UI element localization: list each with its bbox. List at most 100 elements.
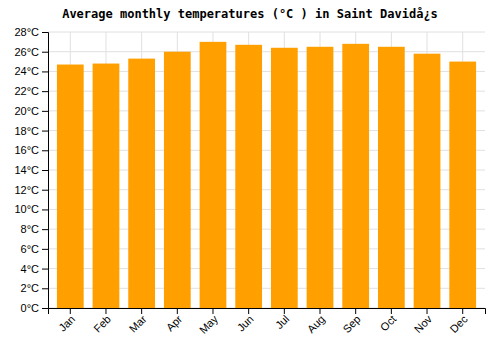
bar bbox=[93, 64, 120, 308]
y-tick-mark bbox=[42, 150, 48, 151]
bar bbox=[449, 62, 476, 308]
x-tick-label: Jan bbox=[56, 313, 77, 334]
x-tick: May bbox=[197, 308, 221, 336]
y-tick-mark bbox=[42, 52, 48, 53]
y-tick-mark bbox=[42, 308, 48, 309]
y-axis-line bbox=[42, 33, 49, 309]
bar bbox=[342, 44, 369, 308]
y-tick-mark bbox=[42, 249, 48, 250]
x-tick-mark bbox=[320, 308, 321, 314]
x-tick-label: Jul bbox=[273, 313, 291, 331]
x-tick: Nov bbox=[412, 308, 435, 335]
x-tick-label: Sep bbox=[340, 313, 362, 335]
x-tick: Feb bbox=[91, 308, 113, 335]
chart: Jan Feb Mar Apr May Jun Jul Aug Sep Oct Nov Dec 0°C 2… bbox=[0, 0, 500, 350]
y-tick-mark bbox=[42, 131, 48, 132]
x-tick-label: Feb bbox=[91, 313, 113, 335]
x-tick-mark bbox=[462, 308, 463, 314]
x-tick-mark bbox=[248, 308, 249, 314]
x-tick-label: Mar bbox=[127, 313, 149, 335]
y-tick-label: 28°C bbox=[14, 26, 39, 38]
bar bbox=[200, 42, 227, 308]
x-tick: Jun bbox=[235, 308, 256, 334]
bar bbox=[128, 59, 155, 308]
y-tick-mark bbox=[42, 229, 48, 230]
y-tick: 6°C bbox=[21, 243, 48, 255]
x-tick-mark bbox=[212, 308, 213, 314]
y-tick-mark bbox=[42, 190, 48, 191]
y-tick-mark bbox=[42, 32, 48, 33]
x-tick-label: Nov bbox=[412, 312, 435, 335]
y-tick-label: 12°C bbox=[14, 184, 39, 196]
y-tick-label: 20°C bbox=[14, 105, 39, 117]
x-tick: Oct bbox=[378, 308, 399, 333]
x-tick-mark bbox=[391, 308, 392, 314]
x-axis-line bbox=[49, 309, 486, 315]
y-tick: 8°C bbox=[21, 223, 48, 235]
y-tick-mark bbox=[42, 288, 48, 289]
bar bbox=[235, 45, 262, 308]
y-tick: 26°C bbox=[14, 46, 48, 58]
x-tick-label: Jun bbox=[235, 313, 256, 334]
bar bbox=[414, 54, 441, 308]
bar bbox=[378, 47, 405, 308]
x-tick-mark bbox=[177, 308, 178, 314]
y-tick-mark bbox=[42, 209, 48, 210]
y-tick: 28°C bbox=[14, 26, 48, 38]
y-tick-label: 22°C bbox=[14, 85, 39, 97]
bar bbox=[271, 48, 298, 308]
x-tick-label: Apr bbox=[164, 313, 185, 334]
bar bbox=[57, 65, 84, 308]
y-tick-label: 6°C bbox=[21, 243, 40, 255]
grid bbox=[48, 32, 485, 308]
x-tick: Aug bbox=[305, 308, 327, 335]
plot: Jan Feb Mar Apr May Jun Jul Aug Sep Oct Nov Dec 0°C 2… bbox=[14, 26, 485, 336]
y-tick-mark bbox=[42, 269, 48, 270]
x-tick-mark bbox=[70, 308, 71, 314]
x-tick-label: Aug bbox=[305, 313, 327, 335]
y-tick-label: 26°C bbox=[14, 46, 39, 58]
y-tick-mark bbox=[42, 170, 48, 171]
x-tick: Jan bbox=[56, 308, 77, 334]
bar bbox=[164, 52, 191, 308]
y-tick: 2°C bbox=[21, 282, 48, 294]
title: Average monthly temperatures (°C ) in Sa… bbox=[62, 7, 438, 21]
y-grid-line bbox=[48, 51, 485, 52]
y-tick: 10°C bbox=[14, 203, 48, 215]
x-tick-label: Oct bbox=[378, 313, 399, 334]
y-tick: 24°C bbox=[14, 65, 48, 77]
x-tick-label: May bbox=[197, 312, 221, 336]
bars bbox=[57, 42, 476, 308]
y-tick: 20°C bbox=[14, 105, 48, 117]
y-tick-label: 8°C bbox=[21, 223, 40, 235]
y-axis: 0°C 2°C 4°C 6°C 8°C 10°C 12°C 14°C 16°C 18°C 20°C 2… bbox=[14, 26, 48, 314]
y-tick-label: 10°C bbox=[14, 203, 39, 215]
y-tick: 0°C bbox=[21, 302, 48, 314]
x-tick: Apr bbox=[164, 308, 185, 333]
y-tick-label: 18°C bbox=[14, 125, 39, 137]
y-tick-mark bbox=[42, 71, 48, 72]
x-tick: Dec bbox=[447, 308, 470, 335]
x-tick: Sep bbox=[340, 308, 362, 335]
x-tick-mark bbox=[355, 308, 356, 314]
x-tick: Mar bbox=[127, 308, 149, 335]
x-tick-label: Dec bbox=[447, 312, 470, 335]
y-tick-label: 14°C bbox=[14, 164, 39, 176]
y-tick-label: 0°C bbox=[21, 302, 40, 314]
bar bbox=[307, 47, 334, 308]
y-tick: 14°C bbox=[14, 164, 48, 176]
y-tick: 12°C bbox=[14, 184, 48, 196]
x-tick-mark bbox=[284, 308, 285, 314]
y-tick-mark bbox=[42, 91, 48, 92]
x-axis: Jan Feb Mar Apr May Jun Jul Aug Sep Oct Nov Dec bbox=[49, 308, 486, 336]
x-tick: Jul bbox=[273, 308, 291, 331]
y-tick-label: 24°C bbox=[14, 65, 39, 77]
y-tick-label: 4°C bbox=[21, 263, 40, 275]
y-grid-line bbox=[48, 32, 485, 33]
y-tick-mark bbox=[42, 111, 48, 112]
x-tick-mark bbox=[141, 308, 142, 314]
y-tick-label: 16°C bbox=[14, 144, 39, 156]
y-tick: 22°C bbox=[14, 85, 48, 97]
y-tick-label: 2°C bbox=[21, 282, 40, 294]
y-tick: 4°C bbox=[21, 263, 48, 275]
